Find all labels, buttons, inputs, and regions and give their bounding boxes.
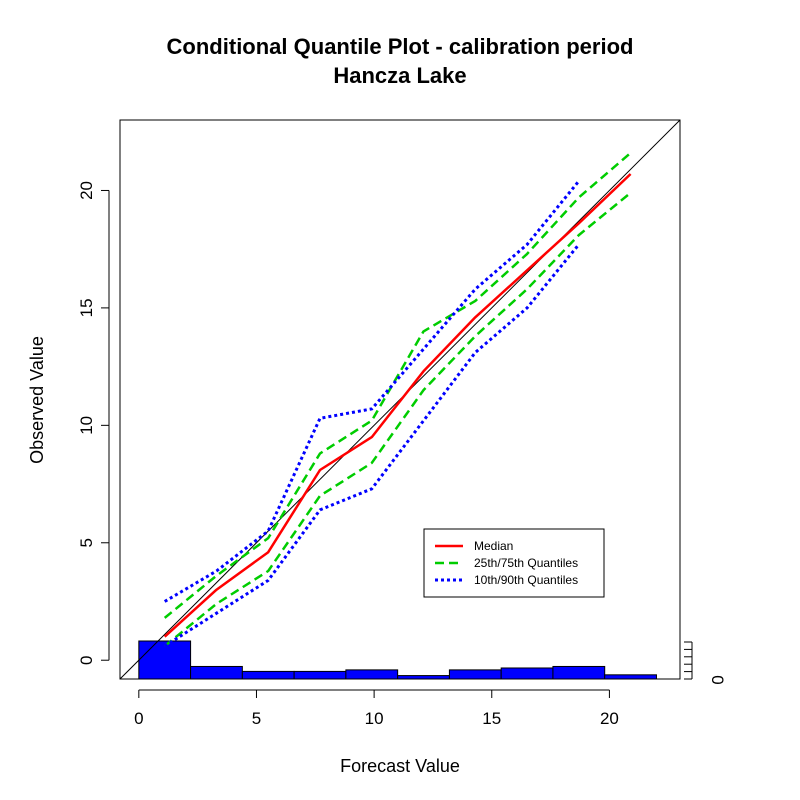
series-line [163,180,580,603]
histogram-bar [604,674,657,680]
y-tick-label: 0 [77,655,96,664]
legend-label: 10th/90th Quantiles [474,573,578,587]
chart-subtitle: Hancza Lake [333,63,466,88]
histogram-bar [138,640,192,680]
plot-area: 0 5 10 15 20 0 5 10 15 20 0 [77,119,727,728]
y-axis-label: Observed Value [27,336,47,464]
chart-title: Conditional Quantile Plot - calibration … [167,34,634,59]
histogram-bar [397,675,450,680]
x-tick-label: 0 [134,709,143,728]
histogram-bar [552,665,606,680]
legend: Median 25th/75th Quantiles 10th/90th Quant… [423,528,605,598]
x-tick-label: 20 [600,709,619,728]
legend-label: 25th/75th Quantiles [474,556,578,570]
histogram-bar [293,670,347,680]
series-line [163,243,580,648]
x-tick-label: 5 [252,709,261,728]
histogram-bar [345,669,399,680]
histogram-bar [190,665,243,680]
x-axis-label: Forecast Value [340,756,460,776]
histogram-bar [448,669,502,680]
plot-frame [119,119,681,680]
right-axis-label: 0 [708,675,727,684]
y-tick-label: 20 [77,181,96,200]
histogram-bar [241,670,295,680]
y-tick-label: 5 [77,538,96,547]
series-line [163,173,632,638]
y-tick-label: 10 [77,416,96,435]
series-line [163,151,632,619]
x-tick-label: 15 [482,709,501,728]
legend-label: Median [474,539,513,553]
x-tick-label: 10 [365,709,384,728]
histogram-bar [500,667,554,680]
y-tick-label: 15 [77,298,96,317]
series-line [163,191,632,648]
